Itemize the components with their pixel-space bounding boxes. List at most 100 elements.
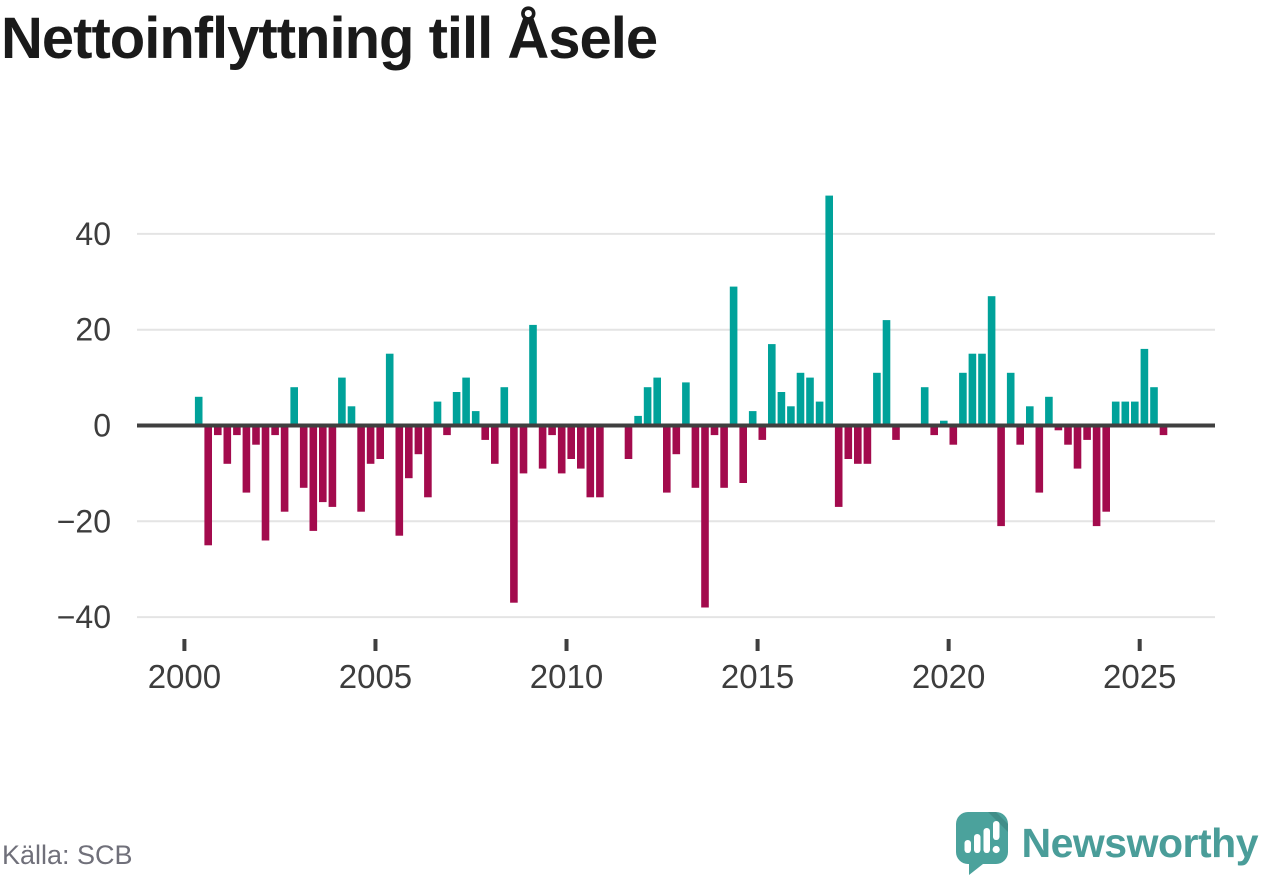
bar-2022Q3 xyxy=(1045,396,1053,426)
bar-2014Q1 xyxy=(720,425,728,488)
bar-2004Q3 xyxy=(357,425,365,512)
newsworthy-logo-text: Newsworthy xyxy=(1021,819,1259,866)
bar-2024Q4 xyxy=(1131,401,1139,426)
bar-2014Q3 xyxy=(739,425,747,483)
bar-2018Q2 xyxy=(882,320,891,426)
logo-exclamation-bar xyxy=(992,820,999,840)
y-tick-label-0: 0 xyxy=(93,408,111,444)
bar-2023Q2 xyxy=(1073,425,1082,469)
bar-2014Q2 xyxy=(729,286,738,426)
y-axis-labels: 40 20 0 −20 −40 xyxy=(57,216,111,635)
bar-2005Q2 xyxy=(385,353,394,426)
bar-2024Q1 xyxy=(1102,425,1110,512)
bar-2019Q4 xyxy=(940,420,948,426)
bar-2016Q4 xyxy=(825,195,833,426)
bar-2007Q2 xyxy=(462,377,470,426)
bar-2021Q1 xyxy=(987,296,996,426)
bar-2023Q4 xyxy=(1092,425,1101,527)
chart-canvas: 2000 2005 2010 2015 2020 2025 40 20 0 −20 −40 xyxy=(57,195,1215,695)
bar-2025Q3 xyxy=(1159,425,1168,436)
bar-2004Q4 xyxy=(366,425,375,464)
bar-2025Q2 xyxy=(1150,387,1158,426)
bar-2010Q1 xyxy=(567,425,575,459)
bars xyxy=(194,195,1168,608)
bar-2018Q3 xyxy=(892,425,900,440)
bar-2016Q2 xyxy=(806,377,814,426)
logo-bar-3 xyxy=(983,827,990,853)
bar-2012Q1 xyxy=(643,387,652,426)
bar-2013Q4 xyxy=(710,425,719,436)
bar-2010Q4 xyxy=(596,425,604,498)
bar-2006Q1 xyxy=(414,425,423,455)
bar-2007Q1 xyxy=(452,392,461,426)
bar-2023Q1 xyxy=(1064,425,1072,445)
x-tick-label-2000: 2000 xyxy=(148,658,221,695)
bar-2017Q2 xyxy=(844,425,853,459)
bar-2002Q1 xyxy=(261,425,270,541)
y-tick-label-20: 20 xyxy=(75,312,111,348)
bar-2013Q2 xyxy=(691,425,700,488)
bar-2002Q4 xyxy=(290,387,298,426)
x-tick-label-2020: 2020 xyxy=(912,658,985,695)
bar-2006Q3 xyxy=(433,401,442,426)
bar-2009Q4 xyxy=(557,425,566,474)
bar-2024Q3 xyxy=(1121,401,1130,426)
bar-2012Q3 xyxy=(663,425,671,493)
bar-2019Q2 xyxy=(920,387,929,426)
bar-2022Q2 xyxy=(1035,425,1044,493)
bar-2012Q2 xyxy=(653,377,661,426)
bar-2011Q3 xyxy=(624,425,633,459)
bar-2002Q2 xyxy=(271,425,279,436)
bar-2020Q2 xyxy=(959,372,967,426)
logo-bar-2 xyxy=(973,833,980,853)
bar-2001Q2 xyxy=(233,425,241,436)
bar-2000Q2 xyxy=(194,396,203,426)
bar-chart: 2000 2005 2010 2015 2020 2025 40 20 0 −20 −40 xyxy=(0,180,1262,700)
bar-2008Q3 xyxy=(510,425,518,603)
x-axis-ticks xyxy=(182,639,1142,651)
bar-2009Q3 xyxy=(548,425,556,436)
bar-2015Q3 xyxy=(777,392,786,426)
newsworthy-logo-icon xyxy=(955,811,1008,875)
x-tick-label-2005: 2005 xyxy=(339,658,412,695)
bar-2020Q1 xyxy=(949,425,958,445)
bar-2022Q4 xyxy=(1054,425,1063,431)
bar-2004Q1 xyxy=(338,377,346,426)
source-note: Källa: SCB xyxy=(2,840,133,870)
bar-2007Q4 xyxy=(481,425,489,440)
bar-2023Q3 xyxy=(1083,425,1091,440)
bar-2000Q4 xyxy=(214,425,222,436)
bar-2012Q4 xyxy=(672,425,681,455)
bar-2019Q3 xyxy=(930,425,938,436)
logo-exclamation-dot xyxy=(992,845,1000,853)
bar-2003Q4 xyxy=(328,425,337,507)
x-axis-labels: 2000 2005 2010 2015 2020 2025 xyxy=(148,658,1177,695)
bar-2001Q4 xyxy=(252,425,260,445)
bar-2017Q4 xyxy=(863,425,872,464)
x-tick-label-2025: 2025 xyxy=(1103,658,1176,695)
y-tick-label--20: −20 xyxy=(57,503,111,539)
bar-2006Q4 xyxy=(443,425,451,436)
bar-2016Q1 xyxy=(796,372,805,426)
bar-2020Q3 xyxy=(968,353,977,426)
bar-2013Q3 xyxy=(701,425,709,608)
bar-2021Q2 xyxy=(997,425,1005,527)
bar-2017Q3 xyxy=(854,425,862,464)
bar-2003Q1 xyxy=(299,425,308,488)
bar-2021Q3 xyxy=(1006,372,1015,426)
bar-2006Q2 xyxy=(424,425,432,498)
bar-2005Q3 xyxy=(395,425,404,536)
bar-2024Q2 xyxy=(1111,401,1120,426)
bar-2008Q1 xyxy=(491,425,499,464)
bar-2014Q4 xyxy=(748,411,757,426)
bar-2010Q2 xyxy=(577,425,585,469)
y-tick-label-40: 40 xyxy=(75,216,111,252)
bar-2018Q1 xyxy=(873,372,881,426)
bar-2016Q3 xyxy=(815,401,824,426)
bar-2022Q1 xyxy=(1026,406,1034,426)
y-tick-label--40: −40 xyxy=(57,599,111,635)
bar-2005Q1 xyxy=(376,425,384,459)
bar-2021Q4 xyxy=(1016,425,1024,445)
bar-2007Q3 xyxy=(471,411,480,426)
x-tick-label-2015: 2015 xyxy=(721,658,794,695)
